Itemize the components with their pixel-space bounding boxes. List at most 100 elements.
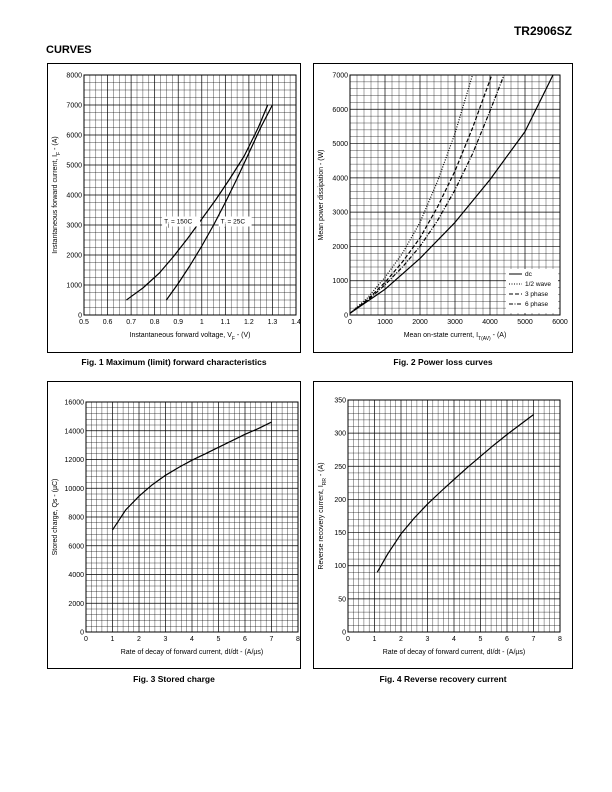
fig1-x-tick-label: 1.3 [268, 319, 278, 326]
fig2-y-tick-label: 7000 [332, 73, 348, 80]
fig3-x-tick-label: 6 [243, 636, 247, 643]
fig1-y-tick-label: 8000 [66, 73, 82, 80]
fig4-y-tick-label: 300 [334, 431, 346, 438]
fig1-chart: 0.5 0.6 0.7 0.8 0.9 1 1.1 1.2 1.3 1.4 0 1000 2000 300… [52, 73, 300, 343]
fig1-y-axis-label: Instantaneous forward current, IF - (A) [52, 136, 62, 253]
fig2-x-tick-label: 5000 [517, 319, 533, 326]
fig2-panel: 0 1000 2000 3000 4000 5000 6000 0 1000 2000 3000 40… [313, 63, 573, 353]
fig2-legend-entry: 6 phase [525, 301, 549, 308]
fig3-y-tick-label: 0 [80, 630, 84, 637]
fig4-chart: 0 1 2 3 4 5 6 7 8 0 50 100 150 200 250 300 350 Rate of de… [318, 398, 562, 657]
fig2-series-line-2 [349, 74, 474, 314]
fig1-y-tick-label: 2000 [66, 253, 82, 260]
fig2-y-tick-label: 1000 [332, 278, 348, 285]
fig4-y-tick-label: 250 [334, 464, 346, 471]
fig3-chart: 0 1 2 3 4 5 6 7 8 0 2000 4000 6000 8000 10000 12000 1400… [52, 400, 300, 657]
fig2-y-tick-label: 2000 [332, 244, 348, 251]
fig4-caption: Fig. 4 Reverse recovery current [379, 674, 507, 684]
fig4-y-axis-label: Reverse recovery current, IRR - (A) [318, 462, 328, 569]
fig3-x-tick-label: 3 [164, 636, 168, 643]
fig4-x-tick-label: 0 [346, 636, 350, 643]
fig4-x-tick-label: 2 [399, 636, 403, 643]
section-title: CURVES [46, 44, 92, 56]
fig2-x-axis-label: Mean on-state current, IT(AV) - (A) [404, 332, 507, 342]
fig3-x-tick-label: 7 [270, 636, 274, 643]
fig2-legend: dc 1/2 wave 3 phase 6 phase [506, 269, 558, 313]
fig2-legend-entry: dc [525, 271, 533, 278]
fig2-y-tick-label: 4000 [332, 175, 348, 182]
fig1-y-tick-label: 3000 [66, 223, 82, 230]
fig2-series-line-1 [349, 74, 554, 314]
fig4-y-tick-label: 350 [334, 398, 346, 405]
fig2-x-tick-label: 6000 [552, 319, 568, 326]
fig3-y-tick-label: 12000 [65, 457, 85, 464]
fig3-y-axis-label: Stored charge, Qs - (µC) [52, 479, 59, 556]
fig4-x-axis-label: Rate of decay of forward current, dI/dt … [383, 649, 526, 656]
fig2-y-tick-label: 3000 [332, 210, 348, 217]
fig4-y-tick-label: 150 [334, 530, 346, 537]
fig4-x-tick-label: 8 [558, 636, 562, 643]
fig1-series-line-2 [165, 104, 273, 301]
fig3-x-tick-label: 0 [84, 636, 88, 643]
fig3-x-tick-label: 1 [111, 636, 115, 643]
fig2-caption: Fig. 2 Power loss curves [393, 357, 493, 367]
fig1-curve-label-2: Tj = 25C [221, 219, 246, 229]
fig4-grid [347, 399, 561, 633]
fig1-x-tick-label: 1.1 [220, 319, 230, 326]
fig3-y-tick-label: 8000 [68, 515, 84, 522]
fig4-x-tick-label: 5 [479, 636, 483, 643]
fig4-y-tick-label: 50 [338, 596, 346, 603]
fig2-series-line-4 [349, 74, 505, 314]
fig1-y-tick-label: 0 [78, 313, 82, 320]
fig4-series-line-1 [376, 414, 534, 573]
fig4-x-tick-label: 4 [452, 636, 456, 643]
fig3-x-tick-label: 2 [137, 636, 141, 643]
fig1-x-tick-label: 0.6 [103, 319, 113, 326]
fig2-y-tick-label: 5000 [332, 141, 348, 148]
fig1-x-tick-label: 0.8 [150, 319, 160, 326]
fig1-x-tick-label: 0.5 [79, 319, 89, 326]
fig2-x-tick-label: 2000 [412, 319, 428, 326]
fig3-y-tick-label: 14000 [65, 428, 85, 435]
fig1-grid [83, 74, 297, 316]
fig1-x-tick-label: 0.9 [173, 319, 183, 326]
fig2-y-axis-label: Mean power dissipation - (W) [318, 149, 325, 240]
fig1-caption: Fig. 1 Maximum (limit) forward character… [81, 357, 267, 367]
fig2-x-tick-label: 4000 [482, 319, 498, 326]
fig1-x-tick-label: 1.2 [244, 319, 254, 326]
fig4-panel: 0 1 2 3 4 5 6 7 8 0 50 100 150 200 250 300 350 Rate of de… [313, 381, 573, 669]
fig3-y-tick-label: 2000 [68, 601, 84, 608]
fig2-legend-entry: 3 phase [525, 291, 549, 298]
fig2-y-tick-label: 0 [344, 313, 348, 320]
fig3-caption: Fig. 3 Stored charge [133, 674, 215, 684]
fig4-y-tick-label: 100 [334, 563, 346, 570]
fig3-y-tick-label: 4000 [68, 572, 84, 579]
fig2-x-tick-label: 0 [348, 319, 352, 326]
fig1-y-tick-label: 5000 [66, 163, 82, 170]
fig3-y-tick-label: 10000 [65, 486, 85, 493]
fig1-series-line-1 [126, 104, 269, 301]
fig4-x-tick-label: 7 [532, 636, 536, 643]
fig1-y-tick-label: 4000 [66, 193, 82, 200]
fig3-x-tick-label: 4 [190, 636, 194, 643]
fig2-x-tick-label: 3000 [447, 319, 463, 326]
fig1-y-tick-label: 7000 [66, 103, 82, 110]
fig3-grid [85, 401, 299, 633]
fig2-series-line-3 [349, 74, 493, 314]
fig2-legend-entry: 1/2 wave [525, 281, 551, 288]
fig2-x-tick-label: 1000 [377, 319, 393, 326]
fig1-x-tick-label: 1 [200, 319, 204, 326]
fig1-y-tick-label: 6000 [66, 133, 82, 140]
fig2-chart: 0 1000 2000 3000 4000 5000 6000 0 1000 2000 3000 40… [318, 73, 568, 343]
fig4-x-tick-label: 6 [505, 636, 509, 643]
fig1-x-tick-label: 0.7 [126, 319, 136, 326]
fig3-panel: 0 1 2 3 4 5 6 7 8 0 2000 4000 6000 8000 10000 12000 1400… [47, 381, 301, 669]
fig1-panel: 0.5 0.6 0.7 0.8 0.9 1 1.1 1.2 1.3 1.4 0 1000 2000 300… [47, 63, 301, 353]
document-id: TR2906SZ [513, 24, 572, 38]
fig2-y-tick-label: 6000 [332, 107, 348, 114]
fig4-x-tick-label: 1 [373, 636, 377, 643]
fig4-x-tick-label: 3 [426, 636, 430, 643]
fig1-x-tick-label: 1.4 [291, 319, 300, 326]
fig1-curve-label-1: Tj = 150C [164, 219, 192, 229]
fig3-x-tick-label: 5 [217, 636, 221, 643]
